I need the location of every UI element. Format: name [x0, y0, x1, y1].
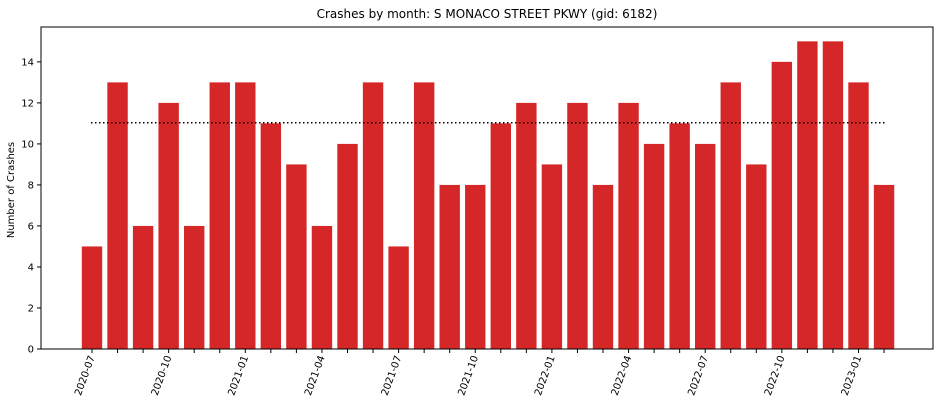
bar-2022-07	[695, 143, 716, 349]
bar-2022-11	[797, 41, 818, 350]
bar-2022-01	[541, 164, 563, 349]
x-tick-label-2023-01: 2023-01	[840, 354, 865, 397]
y-tick-label-12: 12	[21, 98, 34, 109]
bars-group	[81, 41, 895, 350]
bar-2021-12	[516, 102, 537, 349]
y-tick-label-4: 4	[28, 262, 34, 273]
x-tick-label-2021-01: 2021-01	[226, 354, 251, 397]
bar-2022-12	[822, 41, 844, 350]
bar-2022-03	[592, 184, 614, 349]
bar-2020-10	[158, 102, 179, 349]
bar-2021-09	[439, 184, 460, 349]
bar-2021-05	[337, 143, 358, 349]
bar-2021-03	[286, 164, 307, 349]
bar-2020-08	[107, 82, 128, 349]
bar-2021-04	[311, 225, 333, 349]
x-tick-label-2022-04: 2022-04	[610, 354, 635, 397]
bar-2022-05	[643, 143, 665, 349]
bar-2021-08	[413, 82, 435, 349]
x-tick-label-2021-04: 2021-04	[303, 354, 328, 397]
y-tick-label-2: 2	[28, 303, 34, 314]
bar-2022-04	[618, 102, 639, 349]
bar-2021-11	[490, 123, 511, 349]
bar-2020-09	[132, 225, 154, 349]
bar-2023-02	[873, 184, 895, 349]
bar-2022-02	[567, 102, 588, 349]
x-tick-label-2020-07: 2020-07	[73, 354, 98, 397]
bar-2021-10	[465, 184, 486, 349]
x-tick-label-2022-10: 2022-10	[763, 354, 788, 397]
bar-2022-10	[771, 61, 793, 350]
x-tick-label-2022-07: 2022-07	[686, 354, 711, 397]
bar-2022-06	[669, 123, 690, 349]
bar-2022-08	[720, 82, 741, 349]
y-tick-label-8: 8	[28, 180, 34, 191]
bar-2021-06	[362, 82, 384, 349]
bar-2022-09	[746, 164, 767, 349]
chart-title: Crashes by month: S MONACO STREET PKWY (…	[317, 7, 658, 21]
bar-2020-12	[209, 82, 230, 349]
y-tick-label-10: 10	[21, 139, 34, 150]
x-tick-label-2022-01: 2022-01	[533, 354, 558, 397]
x-tick-label-2021-07: 2021-07	[380, 354, 405, 397]
x-tick-label-2021-10: 2021-10	[456, 354, 481, 397]
bar-2023-01	[848, 82, 869, 349]
bar-2021-01	[235, 82, 256, 349]
y-tick-label-6: 6	[28, 221, 34, 232]
bar-2021-02	[260, 123, 282, 349]
y-tick-label-0: 0	[28, 345, 34, 356]
bar-2020-07	[81, 246, 103, 349]
x-tick-label-2020-10: 2020-10	[150, 354, 175, 397]
bar-2021-07	[388, 246, 409, 349]
y-axis-label: Number of Crashes	[6, 142, 17, 238]
plot-frame	[40, 26, 934, 350]
bar-2020-11	[184, 225, 205, 349]
y-tick-label-14: 14	[21, 57, 34, 68]
